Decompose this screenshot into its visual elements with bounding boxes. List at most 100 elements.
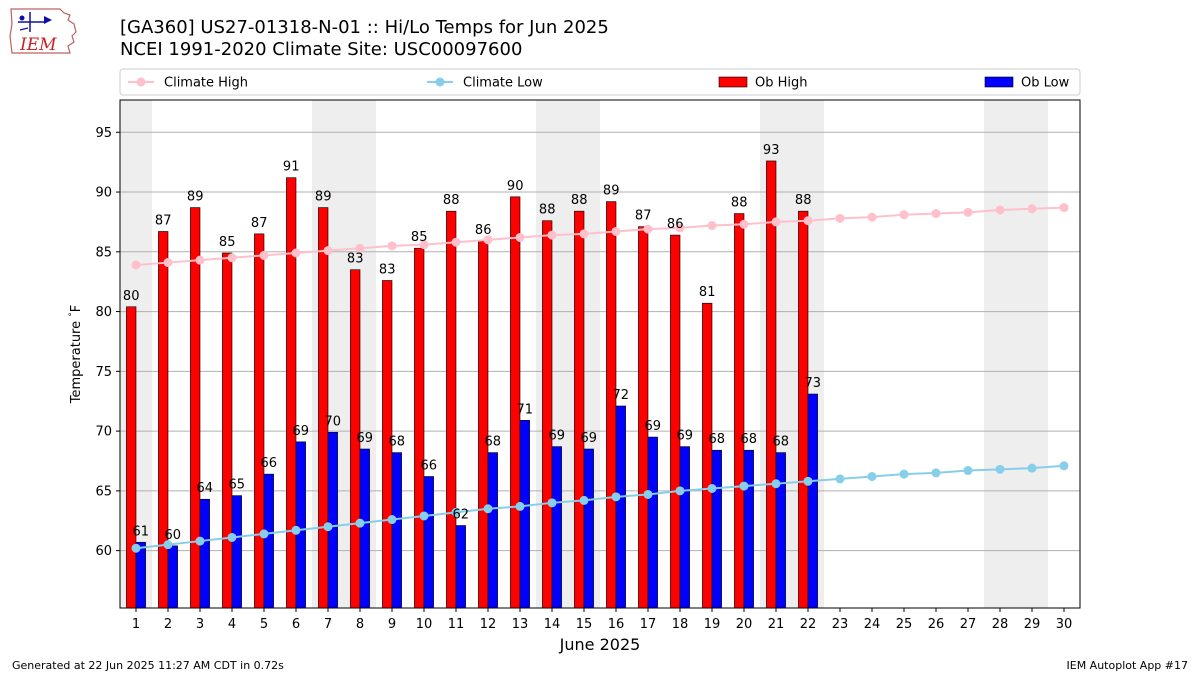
ob-high-bar [222,252,233,609]
ob-high-bar [414,247,425,609]
ob-high-label: 85 [411,230,428,245]
climate-low-point [963,466,973,476]
climate-high-point [707,221,717,231]
legend-label: Ob High [755,76,808,91]
climate-high-point [419,240,429,250]
x-tick-label: 16 [608,617,625,632]
climate-high-point [771,217,781,227]
ob-high-label: 91 [283,160,300,175]
climate-high-point [515,232,525,242]
climate-high-point [643,224,653,234]
x-tick-label: 26 [928,617,945,632]
ob-low-label: 69 [549,429,566,444]
climate-high-point [355,243,365,253]
ob-low-bar [391,452,402,609]
ob-low-label: 62 [453,508,470,523]
ob-high-label: 83 [347,252,364,267]
ob-high-bar [158,231,169,609]
ob-low-label: 69 [357,431,374,446]
x-tick-label: 4 [228,617,236,632]
ob-low-bar [807,393,818,609]
climate-high-point [387,241,397,251]
ob-high-bar [574,210,585,609]
y-tick-label: 70 [95,425,112,440]
ob-high-bar [702,302,713,609]
x-tick-label: 18 [672,617,689,632]
ob-high-label: 83 [379,262,396,277]
x-tick-label: 6 [292,617,300,632]
climate-high-point [547,230,557,240]
climate-low-point [227,532,237,542]
x-tick-label: 24 [864,617,881,632]
ob-low-label: 61 [133,524,150,539]
ob-low-label: 71 [517,402,534,417]
ob-high-label: 90 [507,179,524,194]
legend-marker-swatch [435,77,445,87]
ob-high-label: 88 [795,193,812,208]
ob-low-bar [167,545,178,609]
climate-low-point [771,479,781,489]
ob-low-label: 66 [261,456,278,471]
climate-low-line [135,464,1065,550]
x-tick-label: 29 [1024,617,1041,632]
x-tick-label: 30 [1056,617,1073,632]
x-tick-label: 22 [800,617,817,632]
x-tick-label: 28 [992,617,1009,632]
ob-low-label: 70 [325,414,342,429]
climate-high-point [227,253,237,263]
ob-low-label: 69 [581,431,598,446]
x-tick-label: 25 [896,617,913,632]
ob-high-label: 87 [251,216,268,231]
climate-low-point [899,469,909,479]
x-tick-label: 2 [164,617,172,632]
ob-low-label: 73 [805,376,822,391]
generated-note: Generated at 22 Jun 2025 11:27 AM CDT in… [12,659,284,672]
legend-marker-swatch [136,77,146,87]
ob-high-label: 89 [603,184,620,199]
x-tick-label: 9 [388,617,396,632]
climate-low-point [643,489,653,499]
ob-high-bar [798,210,809,609]
x-tick-label: 19 [704,617,721,632]
x-tick-label: 23 [832,617,849,632]
ob-low-bar [647,436,658,609]
ob-low-bar [551,446,562,609]
climate-low-point [291,525,301,535]
degree-sign: ° [68,312,78,317]
climate-high-point [611,226,621,236]
climate-high-point [803,216,813,226]
ob-high-label: 89 [187,190,204,205]
ob-high-label: 87 [635,209,652,224]
ob-high-label: 86 [475,223,492,238]
ob-high-label: 85 [219,235,236,250]
unit-f: F [69,305,84,312]
ob-high-bar [542,220,553,609]
climate-low-point [803,476,813,486]
climate-low-point [1059,461,1069,471]
chart-subtitle: NCEI 1991-2020 Climate Site: USC00097600 [120,39,523,60]
climate-high-point [739,219,749,229]
x-axis-title: June 2025 [559,635,641,654]
climate-low-point [195,536,205,546]
x-tick-label: 8 [356,617,364,632]
chart-title: [GA360] US27-01318-N-01 :: Hi/Lo Temps f… [120,17,609,38]
climate-high-point [931,209,941,219]
ob-high-label: 93 [763,143,780,158]
ob-high-bar [734,213,745,609]
y-tick-label: 65 [95,484,112,499]
bar-labels: 80 87 89 85 87 91 89 83 83 85 88 86 90 88 88 89 87 86 81 88… [123,143,821,543]
climate-low-point [483,504,493,514]
ob-high-bar [254,233,265,609]
ob-low-label: 69 [293,424,310,439]
ob-low-label: 68 [741,432,758,447]
ob-low-bar [519,420,530,609]
ob-low-bar [743,449,754,609]
ob-low-label: 68 [389,435,406,450]
ob-low-bar [711,449,722,609]
climate-high-point [291,248,301,258]
climate-high-point [995,205,1005,215]
climate-high-point [963,207,973,217]
app-credit: IEM Autoplot App #17 [1066,659,1189,672]
bars [126,160,818,609]
